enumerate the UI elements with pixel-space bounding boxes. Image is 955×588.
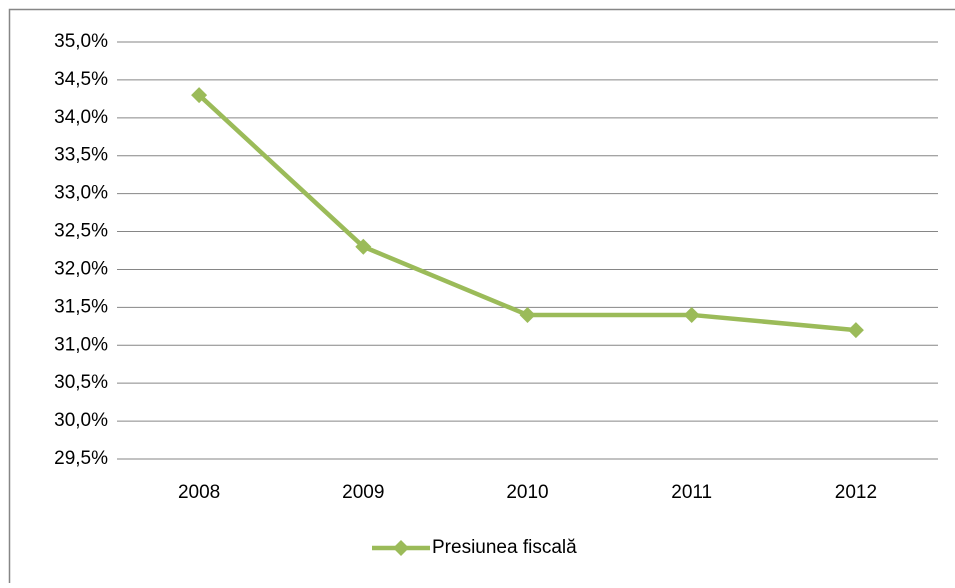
y-tick-label: 31,5% xyxy=(54,296,108,317)
x-tick-label: 2012 xyxy=(835,482,877,503)
data-point xyxy=(520,307,536,323)
legend-marker xyxy=(393,540,409,556)
data-point xyxy=(848,322,864,338)
y-tick-label: 34,5% xyxy=(54,69,108,90)
legend-label: Presiunea fiscală xyxy=(432,537,577,558)
data-point xyxy=(684,307,700,323)
y-tick-label: 32,5% xyxy=(54,221,108,242)
y-tick-label: 32,0% xyxy=(54,258,108,279)
y-tick-label: 30,5% xyxy=(54,372,108,393)
y-tick-label: 31,0% xyxy=(54,334,108,355)
y-tick-label: 34,0% xyxy=(54,107,108,128)
x-tick-label: 2010 xyxy=(506,482,548,503)
y-tick-label: 33,5% xyxy=(54,145,108,166)
x-tick-label: 2009 xyxy=(342,482,384,503)
series-line xyxy=(199,95,856,330)
x-tick-label: 2008 xyxy=(178,482,220,503)
y-tick-label: 33,0% xyxy=(54,183,108,204)
y-tick-label: 35,0% xyxy=(54,31,108,52)
x-tick-label: 2011 xyxy=(671,482,712,503)
y-tick-label: 29,5% xyxy=(54,448,108,469)
y-tick-label: 30,0% xyxy=(54,410,108,431)
